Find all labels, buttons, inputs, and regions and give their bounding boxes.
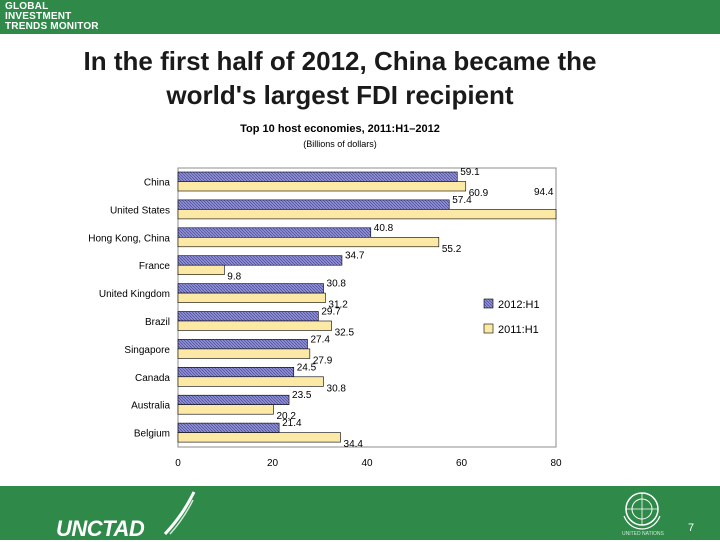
slide-title-line-2: world's largest FDI recipient: [166, 80, 514, 110]
bar-2011: [177, 432, 341, 443]
bar-2011: [177, 348, 311, 359]
value-label-2012: 34.7: [345, 251, 365, 262]
footer-bar: [0, 486, 720, 540]
category-label: Brazil: [145, 317, 170, 328]
legend-label: 2012:H1: [498, 299, 540, 311]
bar-2011: [177, 237, 440, 248]
x-tick-label: 0: [175, 458, 181, 469]
category-label: France: [139, 261, 171, 272]
brand-line-2: INVESTMENT: [5, 11, 72, 22]
slide-title-line-1: In the first half of 2012, China became …: [83, 46, 597, 76]
x-tick-label: 80: [550, 458, 562, 469]
value-label-2012: 30.8: [327, 279, 347, 290]
unctad-logo: UNCTAD: [56, 516, 145, 541]
value-label-2011: 31.2: [328, 300, 348, 311]
bar-2011: [177, 292, 326, 303]
value-label-2012: 57.4: [452, 195, 472, 206]
un-emblem-icon: [623, 492, 661, 530]
brand-line-1: GLOBAL: [5, 1, 49, 12]
value-label-2012: 29.7: [321, 307, 341, 318]
bar-2012: [177, 227, 372, 238]
chart-subtitle: (Billions of dollars): [303, 139, 377, 149]
header-bar: GLOBAL INVESTMENT TRENDS MONITOR: [0, 0, 720, 34]
bar-2012: [177, 366, 295, 378]
brand-line-3: TRENDS MONITOR: [5, 21, 99, 32]
bar-2012: [177, 394, 290, 406]
bar-2012: [177, 422, 280, 433]
bar-2011: [177, 264, 225, 276]
x-tick-label: 60: [456, 458, 468, 469]
value-label-2012: 24.5: [297, 362, 317, 373]
category-label: China: [144, 178, 171, 189]
value-label-2011: 32.5: [335, 328, 355, 339]
brand-logo: GLOBAL INVESTMENT TRENDS MONITOR: [5, 2, 99, 32]
bar-2011: [177, 320, 332, 331]
value-label-2011: 27.9: [313, 355, 333, 366]
value-label-2012: 59.1: [460, 167, 480, 178]
value-label-2012: 27.4: [310, 334, 330, 345]
legend-swatch: [483, 323, 494, 334]
bar-2011: [177, 181, 467, 192]
bar-chart: 0 20 40 60 80 China 59.1 60.9 United States 57.4 9…: [88, 167, 562, 469]
bar-2012: [177, 255, 343, 266]
bar-2012: [177, 199, 450, 210]
value-label-2011: 55.2: [442, 244, 462, 255]
page-number: 7: [688, 522, 695, 534]
un-text: UNITED NATIONS: [622, 531, 664, 537]
legend-swatch: [483, 298, 494, 309]
swoosh-icon: [163, 491, 196, 536]
bar-2011: [177, 376, 324, 387]
category-label: Australia: [131, 401, 170, 412]
legend-label: 2011:H1: [498, 324, 539, 336]
value-label-2011: 94.4: [534, 187, 554, 198]
category-label: Belgium: [134, 429, 170, 440]
category-label: Canada: [135, 373, 170, 384]
category-label: United Kingdom: [99, 289, 170, 300]
bar-2012: [177, 283, 324, 294]
bar-2012: [177, 339, 308, 350]
bar-2012: [177, 311, 319, 322]
bar-2011: [177, 404, 274, 415]
chart-title: Top 10 host economies, 2011:H1–2012: [240, 123, 440, 135]
bar-2011: [177, 209, 557, 220]
x-tick-label: 40: [361, 458, 373, 469]
value-label-2011: 30.8: [327, 383, 347, 394]
value-label-2011: 60.9: [469, 188, 489, 199]
value-label-2012: 40.8: [374, 223, 394, 234]
x-tick-label: 20: [267, 458, 279, 469]
slide-title: In the first half of 2012, China became …: [0, 44, 680, 112]
category-label: Singapore: [124, 345, 170, 356]
category-label: Hong Kong, China: [88, 233, 170, 244]
value-label-2012: 21.4: [282, 418, 302, 429]
value-label-2012: 23.5: [292, 390, 312, 401]
value-label-2011: 20.2: [276, 411, 296, 422]
category-label: United States: [110, 205, 170, 216]
value-label-2011: 34.4: [344, 439, 364, 450]
bar-2012: [177, 171, 458, 182]
value-label-2011: 9.8: [227, 272, 241, 283]
